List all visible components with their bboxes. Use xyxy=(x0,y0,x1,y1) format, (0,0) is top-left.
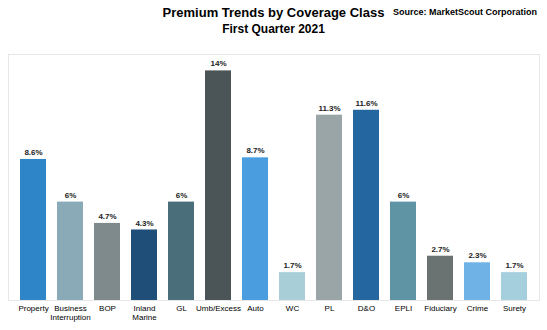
svg-text:8.7%: 8.7% xyxy=(246,146,264,155)
svg-text:1.7%: 1.7% xyxy=(505,261,523,270)
svg-text:11.6%: 11.6% xyxy=(355,99,377,108)
html-text:Premium Trends by Coverage Cla: Premium Trends by Coverage Class xyxy=(162,5,385,20)
html-text:Source: MarketScout Corporatio: Source: MarketScout Corporation xyxy=(393,7,537,17)
svg-text:6%: 6% xyxy=(398,191,410,200)
svg-text:Auto: Auto xyxy=(247,304,264,313)
svg-text:4.7%: 4.7% xyxy=(98,212,116,221)
svg-text:Surety: Surety xyxy=(503,304,526,313)
svg-text:GL: GL xyxy=(176,304,187,313)
svg-text:BOP: BOP xyxy=(99,304,116,313)
svg-text:Umb/Excess: Umb/Excess xyxy=(196,304,241,313)
svg-text:Crime: Crime xyxy=(467,304,489,313)
svg-text:WC: WC xyxy=(286,304,300,313)
svg-text:D&O: D&O xyxy=(358,304,375,313)
svg-text:PL: PL xyxy=(325,304,335,313)
svg-text:Property: Property xyxy=(18,304,48,313)
html-text:First Quarter 2021: First Quarter 2021 xyxy=(222,22,325,36)
svg-text:2.3%: 2.3% xyxy=(468,251,486,260)
svg-text:8.6%: 8.6% xyxy=(24,148,42,157)
svg-text:6%: 6% xyxy=(65,191,77,200)
svg-text:6%: 6% xyxy=(176,191,188,200)
svg-text:EPLI: EPLI xyxy=(395,304,412,313)
svg-text:BusinessInterruption: BusinessInterruption xyxy=(50,304,90,322)
svg-text:11.3%: 11.3% xyxy=(318,104,340,113)
svg-text:1.7%: 1.7% xyxy=(283,261,301,270)
svg-text:4.3%: 4.3% xyxy=(135,219,153,228)
svg-text:Fiduciary: Fiduciary xyxy=(424,304,456,313)
svg-text:2.7%: 2.7% xyxy=(431,245,449,254)
svg-text:InlandMarine: InlandMarine xyxy=(132,304,157,322)
svg-text:14%: 14% xyxy=(210,59,226,68)
